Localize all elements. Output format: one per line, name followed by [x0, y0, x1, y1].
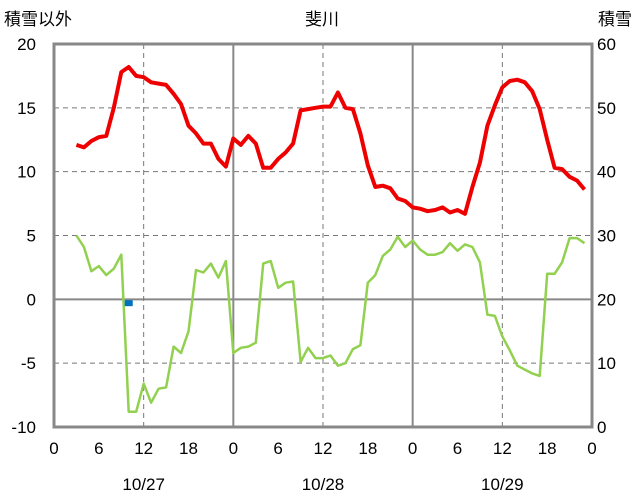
dewpoint-line	[75, 234, 586, 413]
y-tick-left: 20	[17, 35, 36, 54]
y-tick-left: -5	[21, 354, 36, 373]
y-tick-left: 10	[17, 163, 36, 182]
x-tick: 18	[179, 439, 198, 458]
x-tick: 18	[358, 439, 377, 458]
x-tick: 6	[94, 439, 103, 458]
x-tick: 6	[453, 439, 462, 458]
y-tick-right: 30	[597, 227, 616, 246]
chart-title: 斐川	[305, 10, 339, 29]
grid-lines	[54, 44, 592, 427]
temperature-line	[75, 65, 587, 216]
y-tick-right: 0	[597, 418, 606, 437]
x-tick: 6	[273, 439, 282, 458]
snow-point	[124, 300, 133, 307]
y-tick-right: 60	[597, 35, 616, 54]
x-tick: 12	[134, 439, 153, 458]
y-tick-left: 0	[27, 290, 36, 309]
x-tick: 0	[587, 439, 596, 458]
y-tick-right: 10	[597, 354, 616, 373]
y-tick-right: 40	[597, 163, 616, 182]
plot-frame	[52, 42, 594, 429]
date-label: 10/29	[481, 475, 524, 494]
x-tick: 12	[493, 439, 512, 458]
y-tick-left: 15	[17, 99, 36, 118]
y-tick-left: -10	[11, 418, 36, 437]
date-label: 10/27	[122, 475, 165, 494]
y-tick-right: 50	[597, 99, 616, 118]
x-tick: 0	[408, 439, 417, 458]
x-tick: 18	[538, 439, 557, 458]
series-group	[75, 65, 587, 413]
x-tick: 0	[49, 439, 58, 458]
y-tick-left: 5	[27, 227, 36, 246]
x-tick: 0	[229, 439, 238, 458]
right-axis-label: 積雪	[598, 10, 632, 29]
x-tick: 12	[314, 439, 333, 458]
date-label: 10/28	[302, 475, 345, 494]
y-tick-right: 20	[597, 290, 616, 309]
left-axis-label: 積雪以外	[4, 10, 72, 29]
